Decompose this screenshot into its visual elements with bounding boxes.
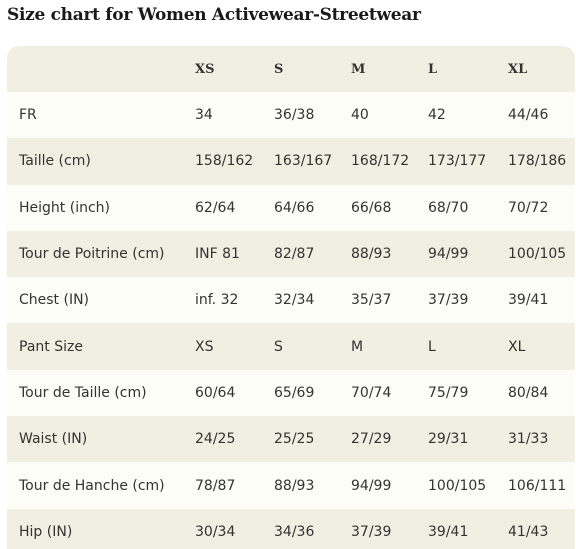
row-label: Taille (cm) — [19, 153, 91, 170]
table-cell: INF 81 — [195, 246, 240, 263]
table-cell: 82/87 — [274, 246, 315, 263]
table-cell: S — [274, 338, 283, 355]
table-cell: 173/177 — [428, 153, 487, 170]
table-cell: 70/74 — [351, 384, 392, 401]
table-cell: 70/72 — [508, 199, 549, 216]
table-row: Hip (IN) 30/34 34/36 37/39 39/41 41/43 — [7, 508, 575, 549]
table-cell: M — [351, 338, 364, 355]
table-row: Tour de Hanche (cm) 78/87 88/93 94/99 10… — [7, 462, 575, 509]
table-cell: 37/39 — [428, 292, 469, 309]
table-cell: 35/37 — [351, 292, 392, 309]
table-cell: 24/25 — [195, 431, 236, 448]
table-cell: 64/66 — [274, 199, 315, 216]
page-title: Size chart for Women Activewear-Streetwe… — [7, 5, 421, 25]
table-cell: 36/38 — [274, 107, 315, 124]
table-cell: 34 — [195, 107, 213, 124]
table-cell: 65/69 — [274, 384, 315, 401]
row-label: Hip (IN) — [19, 523, 73, 540]
table-cell: 37/39 — [351, 523, 392, 540]
table-cell: 100/105 — [508, 246, 567, 263]
table-row: Waist (IN) 24/25 25/25 27/29 29/31 31/33 — [7, 416, 575, 463]
table-row: Taille (cm) 158/162 163/167 168/172 173/… — [7, 138, 575, 185]
table-cell: 163/167 — [274, 153, 333, 170]
table-cell: 106/111 — [508, 477, 567, 494]
header-cell-empty — [7, 46, 183, 92]
header-cell-l: L — [428, 61, 438, 77]
table-row: Chest (IN) inf. 32 32/34 35/37 37/39 39/… — [7, 277, 575, 324]
table-cell: 30/34 — [195, 523, 236, 540]
row-label: Tour de Hanche (cm) — [19, 477, 165, 494]
table-cell: 32/34 — [274, 292, 315, 309]
table-cell: 178/186 — [508, 153, 567, 170]
header-cell-m: M — [351, 61, 366, 77]
table-cell: L — [428, 338, 436, 355]
table-cell: 80/84 — [508, 384, 549, 401]
size-table: XS S M L XL FR 34 36/38 40 42 44/46 Tail… — [7, 46, 575, 549]
row-label: Tour de Taille (cm) — [19, 384, 147, 401]
table-cell: 100/105 — [428, 477, 487, 494]
row-label: Waist (IN) — [19, 431, 88, 448]
table-cell: 27/29 — [351, 431, 392, 448]
row-label: Height (inch) — [19, 199, 110, 216]
header-cell-xs: XS — [195, 61, 215, 77]
table-cell: 158/162 — [195, 153, 254, 170]
table-cell: 78/87 — [195, 477, 236, 494]
table-cell: 88/93 — [274, 477, 315, 494]
table-row: Tour de Poitrine (cm) INF 81 82/87 88/93… — [7, 230, 575, 278]
size-chart: XS S M L XL FR 34 36/38 40 42 44/46 Tail… — [7, 46, 575, 549]
table-cell: 75/79 — [428, 384, 469, 401]
row-label: Chest (IN) — [19, 292, 90, 309]
table-cell: 34/36 — [274, 523, 315, 540]
row-label: FR — [19, 107, 37, 124]
table-row: Height (inch) 62/64 64/66 66/68 68/70 70… — [7, 184, 575, 231]
table-cell: 42 — [428, 107, 446, 124]
table-cell: inf. 32 — [195, 292, 239, 309]
table-cell: 60/64 — [195, 384, 236, 401]
table-cell: 62/64 — [195, 199, 236, 216]
table-cell: 88/93 — [351, 246, 392, 263]
table-cell: 40 — [351, 107, 369, 124]
table-cell: 39/41 — [508, 292, 549, 309]
table-cell: 29/31 — [428, 431, 469, 448]
row-label: Tour de Poitrine (cm) — [19, 246, 165, 263]
table-cell: XS — [195, 338, 214, 355]
table-cell: 94/99 — [351, 477, 392, 494]
table-cell: 31/33 — [508, 431, 549, 448]
table-cell: XL — [508, 338, 526, 355]
table-cell: 68/70 — [428, 199, 469, 216]
header-cell-s: S — [274, 61, 284, 77]
table-cell: 168/172 — [351, 153, 410, 170]
table-row: FR 34 36/38 40 42 44/46 — [7, 92, 575, 139]
row-label: Pant Size — [19, 338, 83, 355]
table-cell: 44/46 — [508, 107, 549, 124]
header-cell-xl: XL — [508, 61, 528, 77]
table-row: Tour de Taille (cm) 60/64 65/69 70/74 75… — [7, 369, 575, 417]
table-cell: 41/43 — [508, 523, 549, 540]
table-cell: 66/68 — [351, 199, 392, 216]
table-header-row: XS S M L XL — [7, 46, 575, 92]
table-row: Pant Size XS S M L XL — [7, 323, 575, 370]
table-cell: 39/41 — [428, 523, 469, 540]
table-cell: 25/25 — [274, 431, 315, 448]
table-cell: 94/99 — [428, 246, 469, 263]
